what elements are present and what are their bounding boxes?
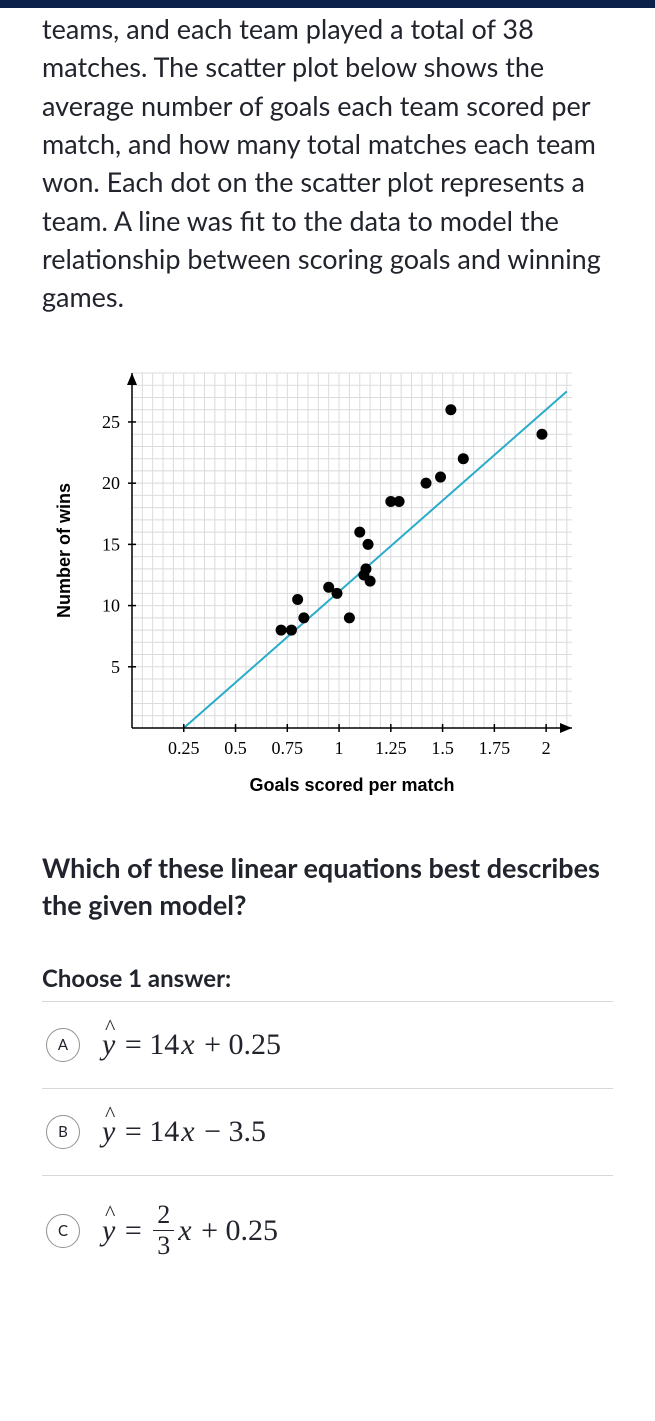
answer-letter: A (46, 1028, 80, 1062)
svg-text:0.25: 0.25 (168, 738, 200, 758)
question-text: Which of these linear equations best des… (42, 849, 613, 925)
svg-text:Number of wins: Number of wins (54, 483, 74, 618)
answer-letter: B (46, 1115, 80, 1149)
answer-choice[interactable]: Cy = 23x + 0.25 (42, 1175, 613, 1285)
svg-text:0.5: 0.5 (224, 738, 247, 758)
svg-text:1: 1 (335, 738, 344, 758)
top-bar (0, 0, 655, 8)
svg-text:15: 15 (102, 534, 120, 554)
chart-svg: 0.250.50.7511.251.51.752510152025Goals s… (42, 353, 602, 813)
svg-text:1.25: 1.25 (375, 738, 407, 758)
svg-text:25: 25 (102, 412, 120, 432)
intro-paragraph: teams, and each team played a total of 3… (42, 8, 613, 317)
answer-choice[interactable]: Ay = 14x + 0.25 (42, 1001, 613, 1088)
choose-prompt: Choose 1 answer: (42, 964, 613, 993)
svg-text:1.75: 1.75 (479, 738, 511, 758)
svg-text:10: 10 (102, 595, 120, 615)
answer-equation: y = 14x − 3.5 (102, 1115, 266, 1149)
svg-text:5: 5 (111, 656, 120, 676)
answer-equation: y = 14x + 0.25 (102, 1028, 281, 1062)
scatter-plot: 0.250.50.7511.251.51.752510152025Goals s… (42, 353, 613, 813)
answer-list: Ay = 14x + 0.25By = 14x − 3.5Cy = 23x + … (42, 1001, 613, 1285)
page-content: teams, and each team played a total of 3… (0, 8, 655, 1305)
answer-equation: y = 23x + 0.25 (102, 1202, 278, 1259)
svg-text:20: 20 (102, 473, 120, 493)
answer-letter: C (46, 1214, 80, 1248)
svg-text:2: 2 (542, 738, 551, 758)
answer-choice[interactable]: By = 14x − 3.5 (42, 1088, 613, 1175)
svg-text:1.5: 1.5 (431, 738, 454, 758)
svg-text:0.75: 0.75 (272, 738, 304, 758)
svg-text:Goals scored per match: Goals scored per match (249, 775, 454, 795)
